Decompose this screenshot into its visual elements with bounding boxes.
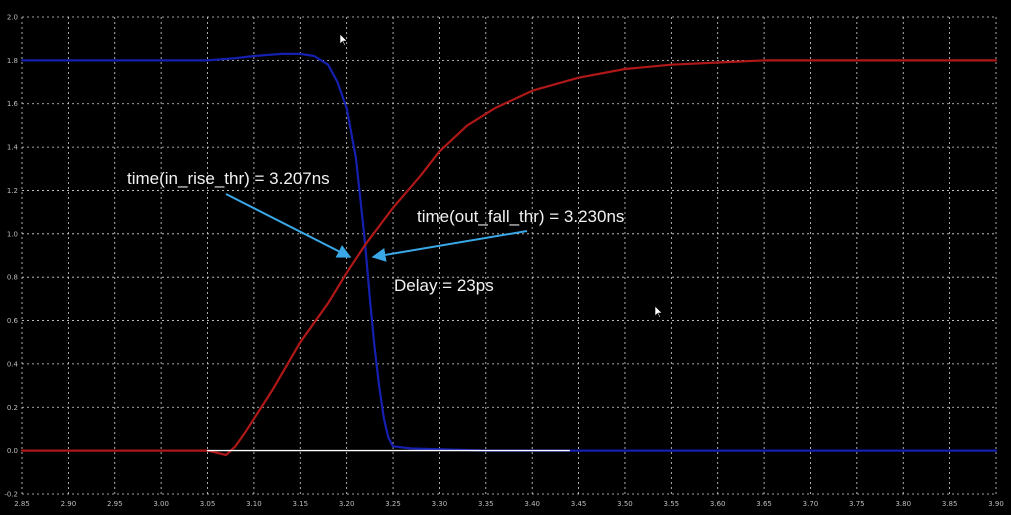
- series-line-0: [20, 52, 998, 452]
- grid-layer: [21, 16, 997, 495]
- x-tick-label: 3.45: [571, 500, 587, 508]
- mouse-cursor-icon-2: [654, 305, 663, 318]
- y-tick-label: -0.2: [4, 491, 18, 499]
- annotation-layer: time(in_rise_thr) = 3.207ns time(out_fal…: [127, 169, 624, 295]
- x-tick-label: 3.75: [849, 500, 865, 508]
- y-tick-label: 0.6: [7, 317, 19, 325]
- x-tick-label: 3.05: [200, 500, 216, 508]
- x-tick-label: 3.25: [385, 500, 401, 508]
- x-tick-label: 2.95: [107, 500, 123, 508]
- mouse-cursor-icon: [339, 33, 348, 46]
- x-tick-label: 3.30: [432, 500, 448, 508]
- x-tick-label: 3.50: [617, 500, 633, 508]
- annotation-arrow-in-rise: [225, 193, 352, 258]
- y-tick-label: 1.8: [7, 57, 18, 65]
- y-tick-label: 1.6: [7, 100, 19, 108]
- x-tick-label: 3.55: [664, 500, 680, 508]
- x-tick-label: 3.15: [292, 500, 308, 508]
- y-tick-label: 0.2: [7, 404, 18, 412]
- y-tick-label: 0.0: [7, 447, 18, 455]
- x-tick-label: 3.70: [803, 500, 819, 508]
- y-tick-label: 1.0: [7, 230, 18, 238]
- y-tick-label: 1.2: [7, 187, 18, 195]
- x-tick-label: 3.10: [246, 500, 262, 508]
- x-tick-label: 3.65: [756, 500, 772, 508]
- y-tick-label: 1.4: [7, 144, 19, 152]
- annotation-in-rise-label: time(in_rise_thr) = 3.207ns: [127, 169, 330, 188]
- y-tick-label: 0.4: [7, 360, 19, 368]
- annotation-delay-label: Delay = 23ps: [394, 276, 494, 295]
- x-tick-label: 2.85: [14, 500, 30, 508]
- x-tick-label: 3.90: [988, 500, 1004, 508]
- tick-layer: 2.85 2.90 2.95 3.00 3.05 3.10 3.15 3.20 3.25 3.30…: [4, 14, 1003, 509]
- x-tick-label: 3.60: [710, 500, 726, 508]
- annotation-arrow-out-fall: [371, 230, 528, 262]
- x-tick-label: 2.90: [61, 500, 77, 508]
- x-tick-label: 3.80: [895, 500, 911, 508]
- y-tick-label: 2.0: [7, 14, 18, 22]
- x-tick-label: 3.20: [339, 500, 355, 508]
- series-line-1: [20, 59, 998, 457]
- x-tick-label: 3.40: [524, 500, 540, 508]
- x-tick-label: 3.85: [942, 500, 958, 508]
- x-tick-label: 3.00: [153, 500, 169, 508]
- x-tick-label: 3.35: [478, 500, 494, 508]
- annotation-out-fall-label: time(out_fall_thr) = 3.230ns: [417, 207, 624, 226]
- series-layer: [20, 52, 998, 457]
- y-tick-label: 0.8: [7, 274, 18, 282]
